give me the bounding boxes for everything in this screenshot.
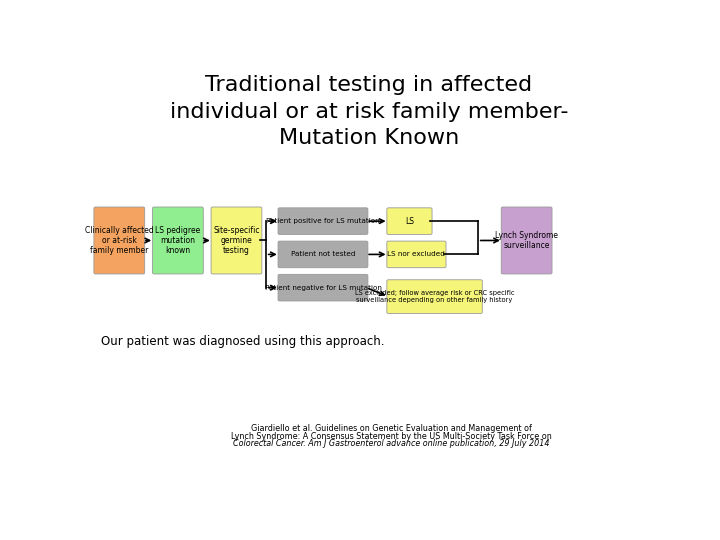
FancyBboxPatch shape	[387, 208, 432, 234]
Text: Lynch Syndrome
surveillance: Lynch Syndrome surveillance	[495, 231, 558, 250]
FancyBboxPatch shape	[501, 207, 552, 274]
FancyBboxPatch shape	[94, 207, 145, 274]
Text: Clinically affected
or at-risk
family member: Clinically affected or at-risk family me…	[85, 226, 153, 255]
FancyBboxPatch shape	[278, 241, 368, 268]
Text: LS excluded; follow average risk or CRC specific
surveillance depending on other: LS excluded; follow average risk or CRC …	[355, 290, 514, 303]
Text: Traditional testing in affected
individual or at risk family member-
Mutation Kn: Traditional testing in affected individu…	[170, 75, 568, 148]
Text: LS nor excluded: LS nor excluded	[387, 252, 446, 258]
Text: LS: LS	[405, 217, 414, 226]
Text: Patient negative for LS mutation: Patient negative for LS mutation	[264, 285, 382, 291]
FancyBboxPatch shape	[387, 280, 482, 313]
Text: Our patient was diagnosed using this approach.: Our patient was diagnosed using this app…	[101, 335, 384, 348]
Text: Lynch Syndrome: A Consensus Statement by the US Multi-Society Task Force on: Lynch Syndrome: A Consensus Statement by…	[231, 431, 552, 441]
FancyBboxPatch shape	[278, 208, 368, 234]
Text: LS pedigree
mutation
known: LS pedigree mutation known	[156, 226, 200, 255]
Text: Patient not tested: Patient not tested	[291, 252, 355, 258]
Text: Colorectal Cancer. Am J Gastroenterol advance online publication, 29 July 2014: Colorectal Cancer. Am J Gastroenterol ad…	[233, 439, 549, 448]
FancyBboxPatch shape	[278, 274, 368, 301]
FancyBboxPatch shape	[211, 207, 262, 274]
Text: Patient positive for LS mutation: Patient positive for LS mutation	[266, 218, 379, 224]
FancyBboxPatch shape	[387, 241, 446, 268]
Text: Site-specific
germine
testing: Site-specific germine testing	[213, 226, 260, 255]
FancyBboxPatch shape	[153, 207, 203, 274]
Text: Giardiello et al. Guidelines on Genetic Evaluation and Management of: Giardiello et al. Guidelines on Genetic …	[251, 424, 532, 433]
